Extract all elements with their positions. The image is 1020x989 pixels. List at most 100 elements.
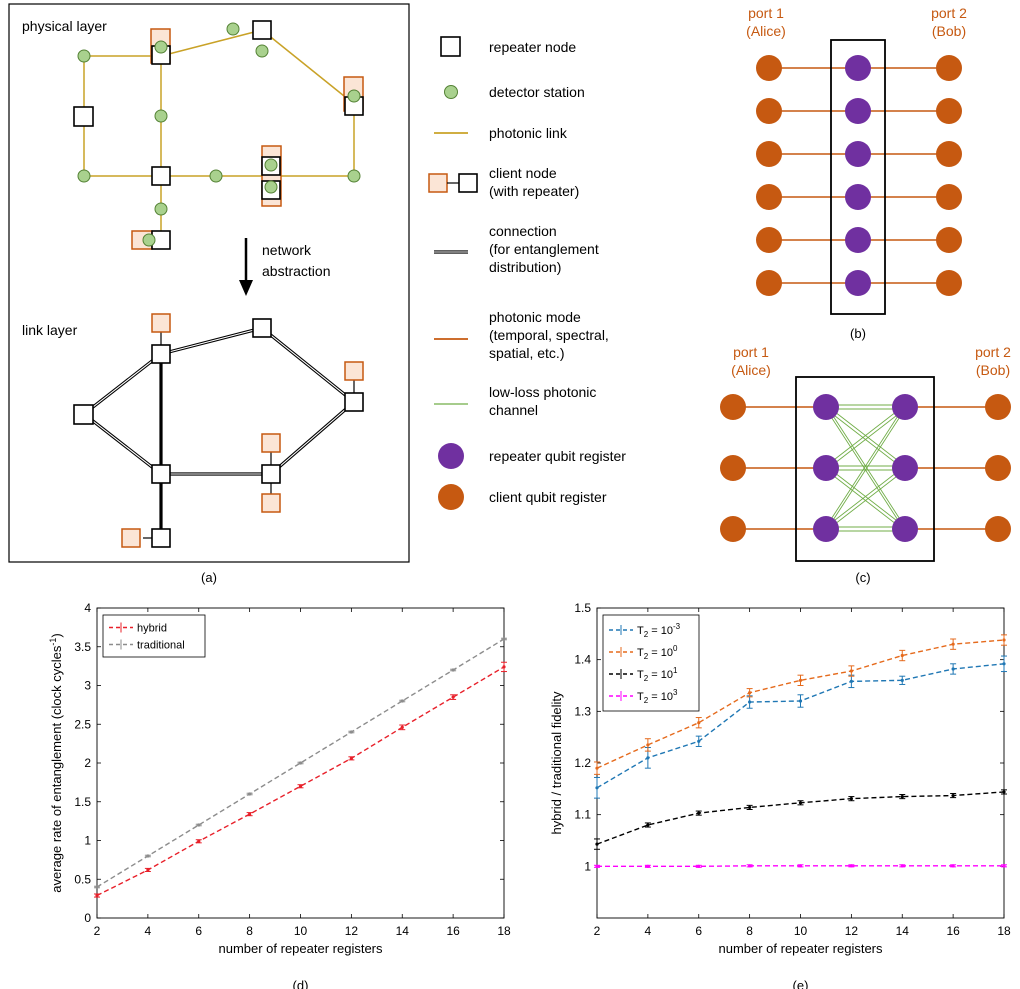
lowloss-channel xyxy=(825,408,906,532)
b-port1-label-2: (Alice) xyxy=(746,23,786,39)
data-point xyxy=(748,805,752,810)
client-nodes-link xyxy=(121,313,364,548)
repeater-qubit-register xyxy=(813,516,839,542)
data-point xyxy=(595,842,599,846)
client-node xyxy=(344,361,364,381)
legend-connection-label-1: connection xyxy=(489,223,557,239)
detector-station xyxy=(226,22,240,36)
client-qubit-register xyxy=(936,98,962,124)
client-qubit-register xyxy=(936,184,962,210)
repeater-qubit-register xyxy=(892,516,918,542)
client-qubit-register xyxy=(756,55,782,81)
detector-station xyxy=(154,109,168,123)
y-tick-label: 0.5 xyxy=(74,872,91,886)
b-port2-label-2: (Bob) xyxy=(932,23,966,39)
data-point xyxy=(748,700,752,704)
data-point xyxy=(951,642,955,646)
x-axis-label: number of repeater registers xyxy=(718,941,883,956)
legend-lowloss-label-2: channel xyxy=(489,402,538,418)
x-tick-label: 12 xyxy=(845,924,859,938)
c-port1-label-2: (Alice) xyxy=(731,362,771,378)
client-node xyxy=(121,528,141,548)
legend-label-sub: 2 xyxy=(644,696,649,705)
detector-station xyxy=(264,180,278,194)
y-tick-label: 2 xyxy=(84,756,91,770)
client-qubit-register xyxy=(936,227,962,253)
repeater-qubit-register xyxy=(845,55,871,81)
y-tick-label: 1.5 xyxy=(74,795,91,809)
legend-client-node-label-2: (with repeater) xyxy=(489,183,579,199)
data-point xyxy=(595,766,599,770)
x-tick-label: 16 xyxy=(946,924,960,938)
detector-station xyxy=(347,89,361,103)
legend-connection-label-3: distribution) xyxy=(489,259,561,275)
y-axis-label: average rate of entanglement (clock cycl… xyxy=(48,633,64,893)
data-point xyxy=(849,797,853,801)
physical-layer-label: physical layer xyxy=(22,18,107,34)
x-tick-label: 4 xyxy=(145,924,152,938)
c-port2-label-1: port 2 xyxy=(975,344,1011,360)
caption-a: (a) xyxy=(201,570,217,585)
panel-a: physical layer link layer xyxy=(8,3,410,585)
detector-station xyxy=(209,169,223,183)
data-point xyxy=(798,678,803,682)
y-tick-label: 0 xyxy=(84,911,91,925)
detector-station xyxy=(77,169,91,183)
legend-label-sub: 2 xyxy=(644,674,649,683)
y-tick-label: 2.5 xyxy=(74,717,91,731)
client-qubit-register xyxy=(756,184,782,210)
repeater-qubit-register xyxy=(845,227,871,253)
legend-repeater-node-icon xyxy=(440,36,461,57)
connections-link-layer xyxy=(83,326,356,539)
x-tick-label: 4 xyxy=(645,924,652,938)
data-point xyxy=(95,893,99,898)
c-repeater-box xyxy=(795,376,935,562)
legend-lowloss-label-1: low-loss photonic xyxy=(489,384,596,400)
y-tick-label: 1 xyxy=(584,859,591,873)
link-layer-label: link layer xyxy=(22,322,78,338)
client-qubit-register xyxy=(756,227,782,253)
x-tick-label: 12 xyxy=(345,924,359,938)
legend-label: T2 = 10-3 xyxy=(637,622,681,639)
data-point xyxy=(646,756,650,760)
client-qubit-register xyxy=(720,516,746,542)
lowloss-channel xyxy=(825,404,906,528)
legend-label-name: T xyxy=(637,625,644,637)
x-tick-label: 16 xyxy=(446,924,460,938)
client-qubit-register xyxy=(985,516,1011,542)
client-qubit-register xyxy=(985,455,1011,481)
y-axis-label-sup: -1 xyxy=(48,638,58,646)
data-point xyxy=(798,699,803,703)
client-qubit-register xyxy=(936,141,962,167)
detector-stations xyxy=(77,22,361,247)
data-point xyxy=(95,885,99,889)
data-point xyxy=(798,864,803,868)
x-tick-label: 14 xyxy=(396,924,410,938)
lowloss-channel xyxy=(825,408,906,471)
x-tick-label: 8 xyxy=(746,924,753,938)
chart-d: 2 4 6 8 10 12 14 16 18 0 0.5 1 1.5 2 2.5 3 3.5 4 number of… xyxy=(48,601,511,989)
data-point xyxy=(502,637,506,641)
lowloss-channel xyxy=(825,465,906,528)
detector-station xyxy=(154,202,168,216)
x-tick-label: 6 xyxy=(195,924,202,938)
legend-label-eq: = 10 xyxy=(648,669,673,681)
y-tick-label: 1.3 xyxy=(574,704,591,718)
client-qubit-register xyxy=(756,98,782,124)
caption-b: (b) xyxy=(850,326,866,341)
repeater-nodes-physical xyxy=(73,20,364,250)
lowloss-channel xyxy=(825,404,906,467)
repeater-qubit-register xyxy=(813,455,839,481)
data-point xyxy=(951,667,955,671)
y-axis-label-close: ) xyxy=(49,633,64,637)
data-point xyxy=(646,864,650,868)
y-tick-label: 1.1 xyxy=(574,808,591,822)
abstraction-label-line1: network xyxy=(262,242,312,258)
repeater-nodes-link xyxy=(73,318,364,548)
x-tick-label: 2 xyxy=(94,924,101,938)
legend-photonic-mode-label-2: (temporal, spectral, xyxy=(489,327,609,343)
repeater-qubit-register xyxy=(845,141,871,167)
repeater-qubit-register xyxy=(892,394,918,420)
